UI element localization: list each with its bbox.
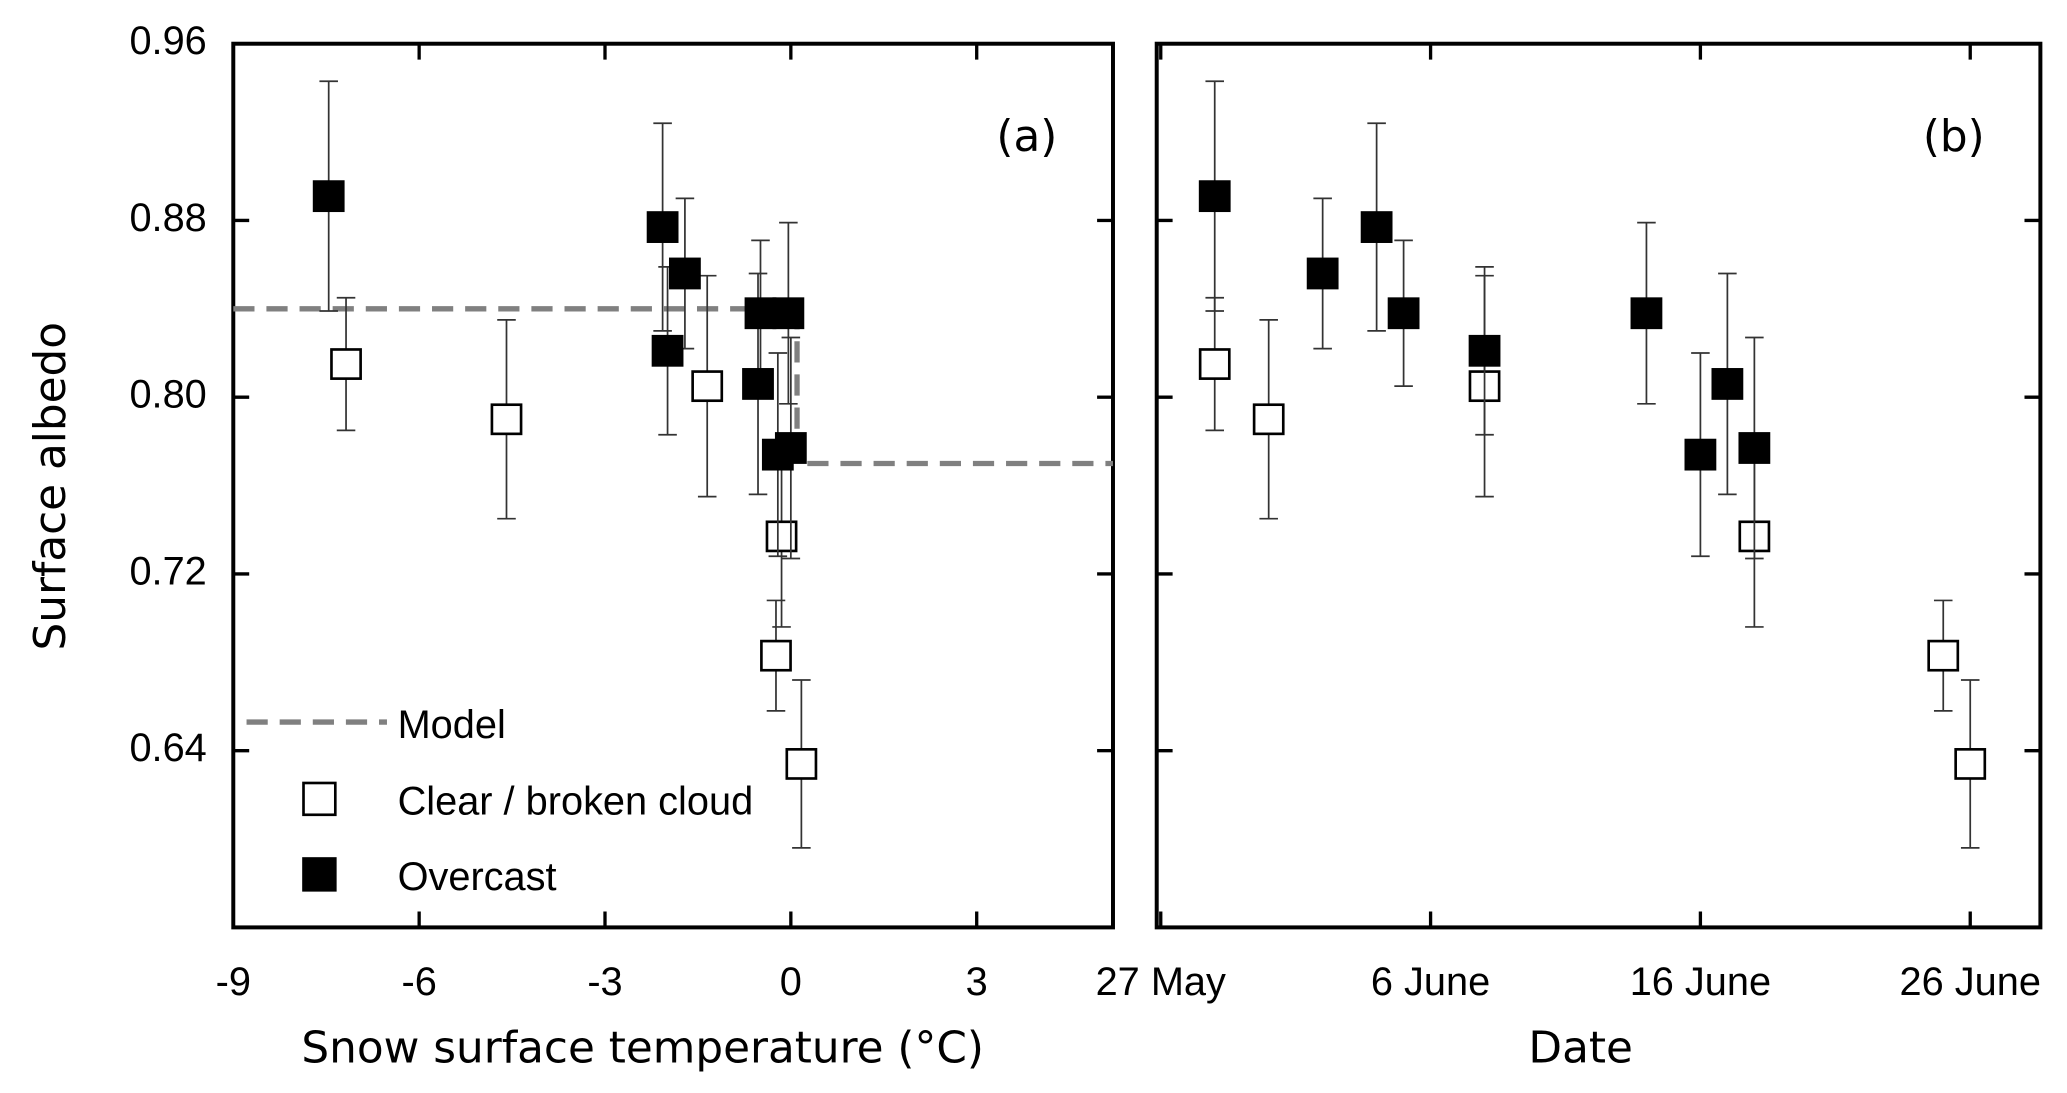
marker bbox=[774, 432, 807, 464]
marker bbox=[490, 403, 523, 436]
x-tick-label: 0 bbox=[780, 960, 802, 1004]
marker bbox=[1252, 403, 1285, 436]
y-tick-label: 0.88 bbox=[129, 196, 206, 240]
y-tick-label: 0.72 bbox=[129, 549, 206, 593]
marker bbox=[1306, 257, 1339, 290]
marker bbox=[760, 639, 792, 672]
x-axis-label: Date bbox=[1528, 1023, 1633, 1074]
marker bbox=[744, 297, 777, 330]
marker bbox=[1360, 211, 1393, 243]
marker bbox=[1738, 432, 1771, 464]
plot-frame bbox=[1154, 41, 2043, 930]
y-tick-label: 0.80 bbox=[129, 373, 206, 417]
marker bbox=[1387, 297, 1420, 330]
x-tick-label: 26 June bbox=[1900, 960, 2041, 1004]
x-tick-label: 6 June bbox=[1371, 960, 1490, 1004]
marker bbox=[1468, 334, 1501, 367]
legend-label: Model bbox=[398, 703, 506, 747]
marker bbox=[646, 211, 679, 243]
marker bbox=[1684, 438, 1717, 471]
marker bbox=[1198, 348, 1231, 380]
y-tick-label: 0.64 bbox=[129, 726, 206, 770]
marker bbox=[651, 334, 684, 367]
marker bbox=[1711, 368, 1744, 400]
panel-label: (b) bbox=[1923, 111, 1985, 162]
x-tick-label: 3 bbox=[966, 960, 988, 1004]
marker bbox=[1198, 180, 1231, 213]
x-tick-label: 16 June bbox=[1630, 960, 1771, 1004]
y-axis-label: Surface albedo bbox=[25, 322, 76, 651]
marker bbox=[1954, 748, 1987, 780]
marker bbox=[772, 297, 805, 330]
marker bbox=[330, 348, 362, 380]
x-tick-label: 27 May bbox=[1096, 960, 1226, 1004]
model-line bbox=[233, 306, 1113, 467]
legend-label: Clear / broken cloud bbox=[398, 780, 754, 824]
marker bbox=[669, 257, 701, 290]
marker bbox=[785, 748, 818, 780]
marker bbox=[312, 180, 345, 213]
legend-marker bbox=[302, 857, 337, 892]
marker bbox=[691, 370, 724, 403]
legend-label: Overcast bbox=[398, 855, 557, 899]
marker bbox=[1630, 297, 1663, 330]
plot-frame bbox=[231, 41, 1115, 930]
x-tick-label: -6 bbox=[401, 960, 436, 1004]
x-tick-label: -3 bbox=[587, 960, 622, 1004]
panel-label: (a) bbox=[996, 111, 1057, 162]
legend-marker bbox=[302, 781, 337, 817]
x-tick-label: -9 bbox=[216, 960, 251, 1004]
marker bbox=[1927, 639, 1960, 672]
y-tick-label: 0.96 bbox=[129, 19, 206, 63]
x-axis-label: Snow surface temperature (°C) bbox=[301, 1023, 984, 1074]
marker bbox=[765, 520, 798, 553]
marker bbox=[742, 368, 774, 400]
